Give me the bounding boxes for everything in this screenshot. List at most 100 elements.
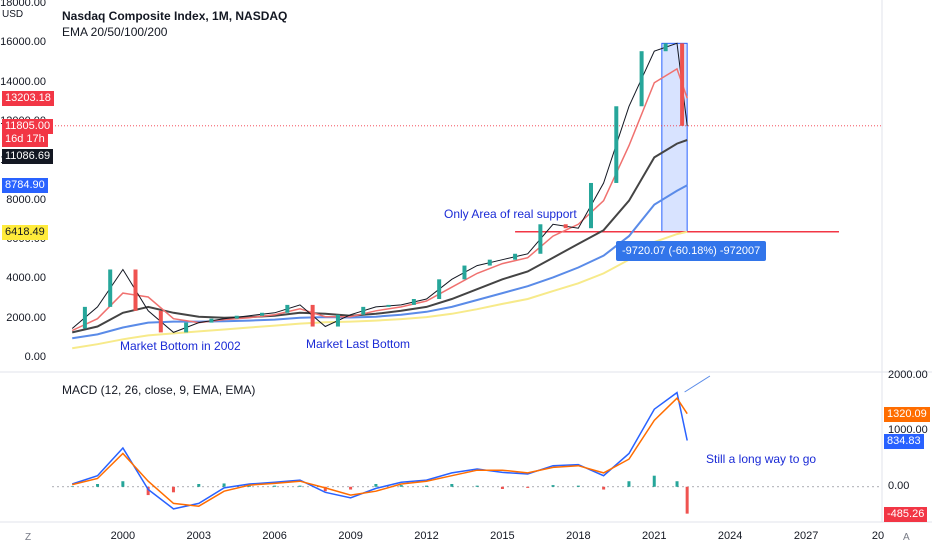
macd-badge: 1320.09	[884, 406, 930, 422]
chart-title: Nasdaq Composite Index, 1M, NASDAQ	[62, 9, 288, 23]
candle	[335, 314, 340, 327]
price-tick: 16000.00	[0, 36, 46, 49]
macd-histogram-bar	[627, 481, 631, 487]
candle	[411, 299, 416, 305]
candle	[285, 304, 290, 313]
time-tick: 2006	[262, 530, 287, 542]
candle	[361, 306, 366, 315]
macd-histogram-bar	[273, 485, 277, 487]
time-tick: 2003	[186, 530, 212, 542]
indicator-label: EMA 20/50/100/200	[62, 25, 168, 39]
time-tick: 2012	[414, 530, 439, 542]
macd-tick: 0.00	[888, 479, 910, 492]
time-tick: 2018	[566, 530, 591, 542]
macd-line	[71, 391, 688, 510]
macd-histogram-bar	[70, 486, 74, 487]
candle	[133, 269, 138, 311]
candle	[462, 265, 467, 280]
price-badge: 11805.00	[2, 118, 54, 134]
arrow-icon	[684, 375, 711, 393]
macd-histogram-bar	[399, 485, 403, 487]
time-tick: 2027	[793, 530, 819, 542]
macd-histogram-bar	[526, 486, 530, 488]
time-tick: 2009	[338, 530, 363, 542]
ema100-line	[72, 184, 688, 340]
candle	[538, 224, 543, 254]
price-badge: 13203.18	[2, 91, 54, 107]
price-tick: 8000.00	[6, 193, 46, 206]
macd-badge: 834.83	[884, 433, 924, 449]
annotation-support: Only Area of real support	[444, 207, 577, 221]
candle	[310, 304, 315, 327]
macd-histogram-bar	[323, 486, 327, 492]
macd-histogram-bar	[685, 486, 689, 514]
macd-histogram-bar	[374, 484, 378, 487]
candle	[158, 310, 163, 333]
macd-histogram-bar	[197, 484, 201, 487]
macd-histogram-bar	[500, 486, 504, 489]
time-tick: 2000	[110, 530, 136, 542]
candle	[82, 306, 87, 329]
macd-tick: 2000.00	[888, 369, 928, 381]
macd-tick: 1000.00	[888, 424, 928, 437]
macd-label: MACD (12, 26, close, 9, EMA, EMA)	[62, 383, 256, 397]
macd-histogram-bar	[652, 475, 656, 487]
time-tick: 20	[871, 530, 885, 542]
candle	[209, 318, 214, 323]
candle	[663, 43, 668, 52]
annotation-long-way: Still a long way to go	[706, 452, 817, 466]
ema200-line	[72, 230, 688, 350]
macd-histogram-bar	[222, 483, 226, 487]
candle	[513, 253, 518, 260]
timezone-icon[interactable]: Z	[25, 532, 32, 543]
candle	[108, 269, 113, 307]
time-tick: 2015	[490, 530, 515, 542]
price-tick: 0.00	[24, 351, 46, 363]
macd-histogram-bar	[247, 485, 251, 487]
annotation-bottom-2002: Market Bottom in 2002	[120, 339, 241, 353]
candle	[563, 224, 568, 229]
time-tick: 2021	[642, 530, 667, 542]
annotation-last-bottom: Market Last Bottom	[306, 337, 411, 351]
candle	[639, 51, 644, 107]
macd-histogram-bar	[96, 484, 100, 487]
price-badge: 6418.49	[2, 224, 48, 240]
macd-histogram-bar	[576, 485, 580, 487]
macd-histogram-bar	[121, 481, 125, 487]
close-line	[71, 42, 688, 333]
macd-histogram-bar	[349, 486, 353, 490]
signal-line	[72, 397, 688, 507]
candle	[234, 315, 239, 319]
price-tick: 14000.00	[0, 75, 46, 88]
candle	[680, 43, 685, 126]
candle	[386, 304, 391, 307]
macd-histogram-bar	[450, 484, 454, 487]
price-tick: 2000.00	[6, 311, 46, 324]
time-tick: 2024	[717, 530, 743, 542]
candle	[184, 322, 189, 333]
macd-histogram-bar	[146, 486, 150, 496]
macd-badge: -485.26	[884, 506, 928, 522]
macd-histogram-bar	[171, 486, 175, 493]
macd-histogram-bar	[602, 486, 606, 490]
measure-label: -9720.07 (-60.18%) -972007	[616, 241, 767, 261]
price-badge: 16d 17h	[2, 131, 48, 147]
price-badge: 8784.90	[2, 178, 48, 194]
candle	[614, 106, 619, 183]
ema20-line	[71, 67, 688, 332]
macd-histogram-bar	[298, 485, 302, 487]
macd-histogram-bar	[475, 485, 479, 487]
ema50-line	[71, 139, 688, 334]
candle	[588, 182, 593, 229]
price-tick: 18000.00	[0, 0, 46, 9]
price-tick: 4000.00	[6, 272, 46, 285]
macd-histogram-bar	[425, 485, 429, 487]
currency-label: USD	[2, 9, 24, 20]
candle	[437, 279, 442, 299]
candle	[487, 259, 492, 266]
candle	[260, 312, 265, 316]
macd-histogram-bar	[551, 485, 555, 487]
macd-histogram-bar	[675, 481, 679, 487]
auto-scale-button[interactable]: A	[903, 532, 910, 543]
